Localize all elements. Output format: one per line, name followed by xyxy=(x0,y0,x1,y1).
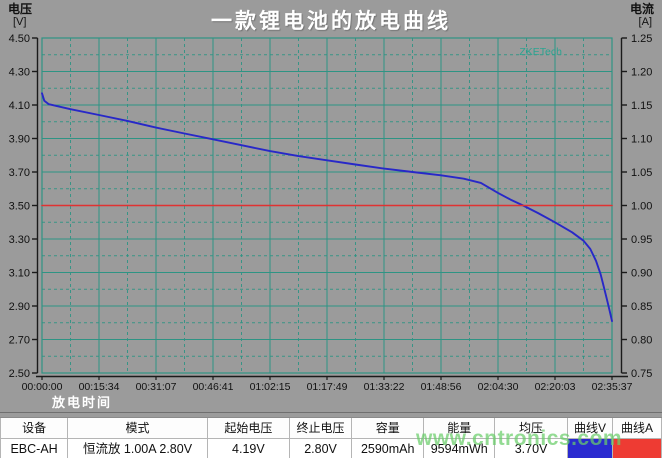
right-tick-label: 1.10 xyxy=(631,134,652,146)
status-table: 设备 EBC-AH 模式 恒流放 1.00A 2.80V 起始电压 4.19V 终止电压 2.… xyxy=(0,417,662,458)
table-value: 3.70V xyxy=(514,442,548,456)
x-tick-label: 02:04:30 xyxy=(478,381,519,393)
table-value: 9594mWh xyxy=(430,442,488,456)
table-header: 终止电压 xyxy=(289,418,352,439)
left-tick-label: 3.30 xyxy=(9,234,30,246)
table-header: 起始电压 xyxy=(207,418,289,439)
table-header: 能量 xyxy=(424,418,495,439)
left-tick-label: 2.50 xyxy=(9,368,30,380)
x-tick-label: 00:31:07 xyxy=(136,381,177,393)
table-value: 4.19V xyxy=(232,442,265,456)
table-header: 曲线V xyxy=(567,418,612,439)
curve-v-color-swatch[interactable] xyxy=(567,439,612,458)
table-value: EBC-AH xyxy=(10,442,58,456)
table-column-9: 曲线A xyxy=(612,418,662,458)
table-header: 曲线A xyxy=(612,418,661,439)
left-tick-label: 4.10 xyxy=(9,100,30,112)
series-曲线V xyxy=(41,92,613,323)
chart-title: 一款锂电池的放电曲线 xyxy=(211,8,451,33)
table-value: 2.80V xyxy=(304,442,337,456)
discharge-curve-plot: ZKETech 4.50 1.25 00:00:00 4.30 1.20 00:15:34 4… xyxy=(9,33,653,393)
right-tick-label: 0.95 xyxy=(631,234,652,246)
right-tick-label: 1.25 xyxy=(631,33,652,45)
x-tick-label: 01:33:22 xyxy=(364,381,405,393)
curve-a-color-swatch[interactable] xyxy=(612,439,661,458)
table-column-6: 能量 9594mWh xyxy=(424,418,496,458)
x-axis-title: 放电时间 xyxy=(52,396,113,411)
left-tick-label: 2.70 xyxy=(9,335,30,347)
table-column-5: 容量 2590mAh xyxy=(352,418,425,458)
right-tick-label: 0.85 xyxy=(631,301,652,313)
table-header: 容量 xyxy=(352,418,424,439)
table-column-7: 均压 3.70V xyxy=(495,418,568,458)
vendor-watermark: ZKETech xyxy=(519,46,562,58)
right-tick-label: 1.15 xyxy=(631,100,652,112)
table-header: 均压 xyxy=(495,418,567,439)
x-tick-label: 00:15:34 xyxy=(79,381,120,393)
right-tick-label: 0.75 xyxy=(631,368,652,380)
right-axis-name: 电流 xyxy=(629,2,654,16)
left-tick-label: 4.30 xyxy=(9,67,30,79)
right-tick-label: 0.90 xyxy=(631,268,652,280)
left-tick-label: 4.50 xyxy=(9,33,30,45)
x-tick-label: 00:00:00 xyxy=(22,381,63,393)
x-tick-label: 02:20:03 xyxy=(535,381,576,393)
left-axis-name: 电压 xyxy=(8,2,33,16)
left-tick-label: 3.50 xyxy=(9,201,30,213)
table-header: 模式 xyxy=(68,418,207,439)
right-tick-label: 1.20 xyxy=(631,67,652,79)
right-axis-unit: [A] xyxy=(638,16,652,28)
left-axis-unit: [V] xyxy=(13,16,27,28)
table-column-8: 曲线V xyxy=(567,418,613,458)
x-tick-label: 01:48:56 xyxy=(421,381,462,393)
right-tick-label: 1.05 xyxy=(631,167,652,179)
left-tick-label: 3.10 xyxy=(9,268,30,280)
x-tick-label: 00:46:41 xyxy=(193,381,234,393)
table-column-3: 起始电压 4.19V xyxy=(207,418,290,458)
table-column-1: 设备 EBC-AH xyxy=(0,418,69,458)
table-column-2: 模式恒流放 1.00A 2.80V xyxy=(68,418,208,458)
x-tick-label: 02:35:37 xyxy=(592,381,633,393)
left-tick-label: 3.90 xyxy=(9,134,30,146)
right-tick-label: 0.80 xyxy=(631,335,652,347)
x-tick-label: 01:02:15 xyxy=(250,381,291,393)
left-tick-label: 3.70 xyxy=(9,167,30,179)
x-tick-label: 01:17:49 xyxy=(307,381,348,393)
table-column-4: 终止电压 2.80V xyxy=(289,418,353,458)
table-value: 2590mAh xyxy=(360,442,415,456)
table-header: 设备 xyxy=(1,418,68,439)
left-tick-label: 2.90 xyxy=(9,301,30,313)
table-value: 恒流放 1.00A 2.80V xyxy=(82,442,193,456)
right-tick-label: 1.00 xyxy=(631,201,652,213)
